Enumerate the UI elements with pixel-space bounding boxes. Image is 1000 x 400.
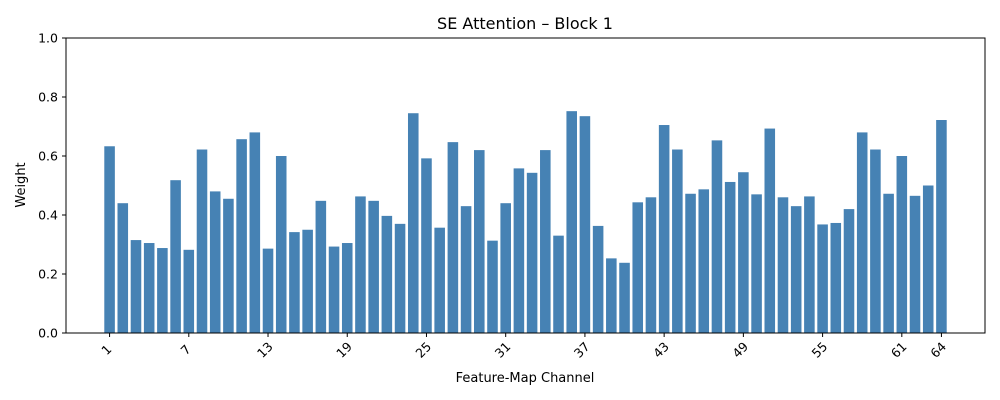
bar-channel-44 (672, 149, 683, 333)
x-tick-label: 13 (254, 339, 276, 361)
bar-channel-57 (843, 209, 855, 333)
bar-channel-11 (236, 139, 247, 333)
bar-channel-15 (289, 232, 300, 333)
bar-channel-29 (474, 150, 485, 333)
bar-channel-33 (526, 172, 538, 333)
bar-channel-30 (487, 240, 498, 333)
bar-channel-41 (632, 202, 644, 333)
x-tick-label: 19 (333, 339, 355, 361)
plot-frame (65, 37, 986, 334)
bar-channel-4 (143, 243, 155, 333)
x-tick-label: 49 (729, 339, 751, 361)
x-tick-label: 25 (412, 339, 434, 361)
x-tick-label: 43 (650, 339, 672, 361)
x-tick-label: 64 (927, 339, 949, 361)
bar-channel-56 (830, 222, 842, 333)
bar-channel-45 (685, 193, 696, 333)
bar-channel-24 (407, 113, 419, 333)
bar-channel-58 (856, 132, 868, 333)
bar-channel-27 (447, 142, 459, 333)
bar-channel-52 (777, 197, 789, 333)
y-axis-label: Weight (14, 162, 29, 207)
x-tick-label: 31 (492, 339, 514, 361)
bar-channel-17 (315, 200, 327, 333)
bar-channel-47 (711, 140, 723, 333)
bar-channel-35 (553, 235, 564, 333)
y-tick-label: 0.4 (38, 208, 58, 223)
x-tick-label: 55 (808, 339, 830, 361)
bar-channel-54 (804, 196, 815, 333)
y-tick-label: 1.0 (38, 31, 58, 46)
bar-channel-60 (883, 193, 894, 333)
bar-channel-2 (117, 203, 129, 333)
x-tick-label: 61 (888, 339, 910, 361)
bar-channel-55 (817, 224, 828, 333)
bar-channel-42 (645, 197, 657, 333)
bar-channel-49 (738, 172, 749, 333)
x-tick-label: 37 (571, 339, 593, 361)
x-axis: 1 7 13 19 25 31 37 43 49 55 61 64 (98, 333, 949, 361)
bar-channel-36 (566, 111, 577, 333)
bar-channel-18 (328, 246, 340, 333)
bar-channel-53 (790, 206, 802, 333)
bar-channel-48 (724, 181, 736, 333)
bar-channel-37 (579, 116, 591, 333)
bar-channel-59 (870, 149, 881, 333)
bar-channel-39 (606, 258, 617, 333)
y-tick-label: 0.6 (38, 149, 58, 164)
bar-channel-25 (421, 158, 432, 333)
bar-channel-22 (381, 215, 393, 333)
bar-channel-1 (104, 146, 115, 333)
bar-channel-23 (394, 223, 406, 333)
bar-channel-14 (275, 156, 287, 333)
bar-channel-51 (764, 128, 776, 333)
bars-group (104, 111, 947, 334)
y-axis: 0.0 0.2 0.4 0.6 0.8 1.0 (38, 31, 66, 341)
bar-channel-12 (249, 132, 261, 333)
bar-channel-31 (500, 203, 511, 333)
bar-channel-61 (896, 156, 908, 333)
bar-channel-3 (130, 240, 142, 333)
bar-channel-26 (434, 227, 445, 333)
bar-channel-43 (658, 125, 670, 334)
bar-channel-40 (619, 262, 630, 333)
bar-channel-38 (592, 225, 604, 333)
chart-title: SE Attention – Block 1 (437, 14, 613, 33)
x-tick-label: 7 (178, 342, 194, 358)
bar-channel-5 (157, 248, 168, 333)
x-axis-label: Feature-Map Channel (456, 371, 595, 386)
y-tick-label: 0.2 (38, 267, 58, 282)
bar-channel-64 (936, 120, 947, 333)
x-tick-label: 1 (98, 342, 114, 358)
bar-channel-8 (196, 149, 208, 333)
bar-channel-10 (223, 198, 234, 333)
y-tick-label: 0.8 (38, 90, 58, 105)
bar-channel-46 (698, 189, 710, 333)
y-tick-label: 0.0 (38, 326, 58, 341)
bar-channel-50 (751, 194, 762, 333)
bar-channel-7 (183, 249, 195, 333)
bar-channel-9 (209, 191, 221, 333)
bar-channel-32 (513, 168, 525, 333)
bar-channel-28 (460, 206, 472, 333)
bar-channel-6 (170, 180, 181, 333)
bar-channel-34 (540, 150, 551, 333)
bar-channel-21 (368, 200, 379, 333)
bar-channel-16 (302, 229, 313, 333)
bar-channel-62 (909, 195, 921, 333)
bar-channel-19 (341, 243, 353, 333)
bar-channel-63 (922, 185, 934, 333)
bar-channel-13 (262, 248, 274, 333)
bar-channel-20 (355, 196, 366, 333)
